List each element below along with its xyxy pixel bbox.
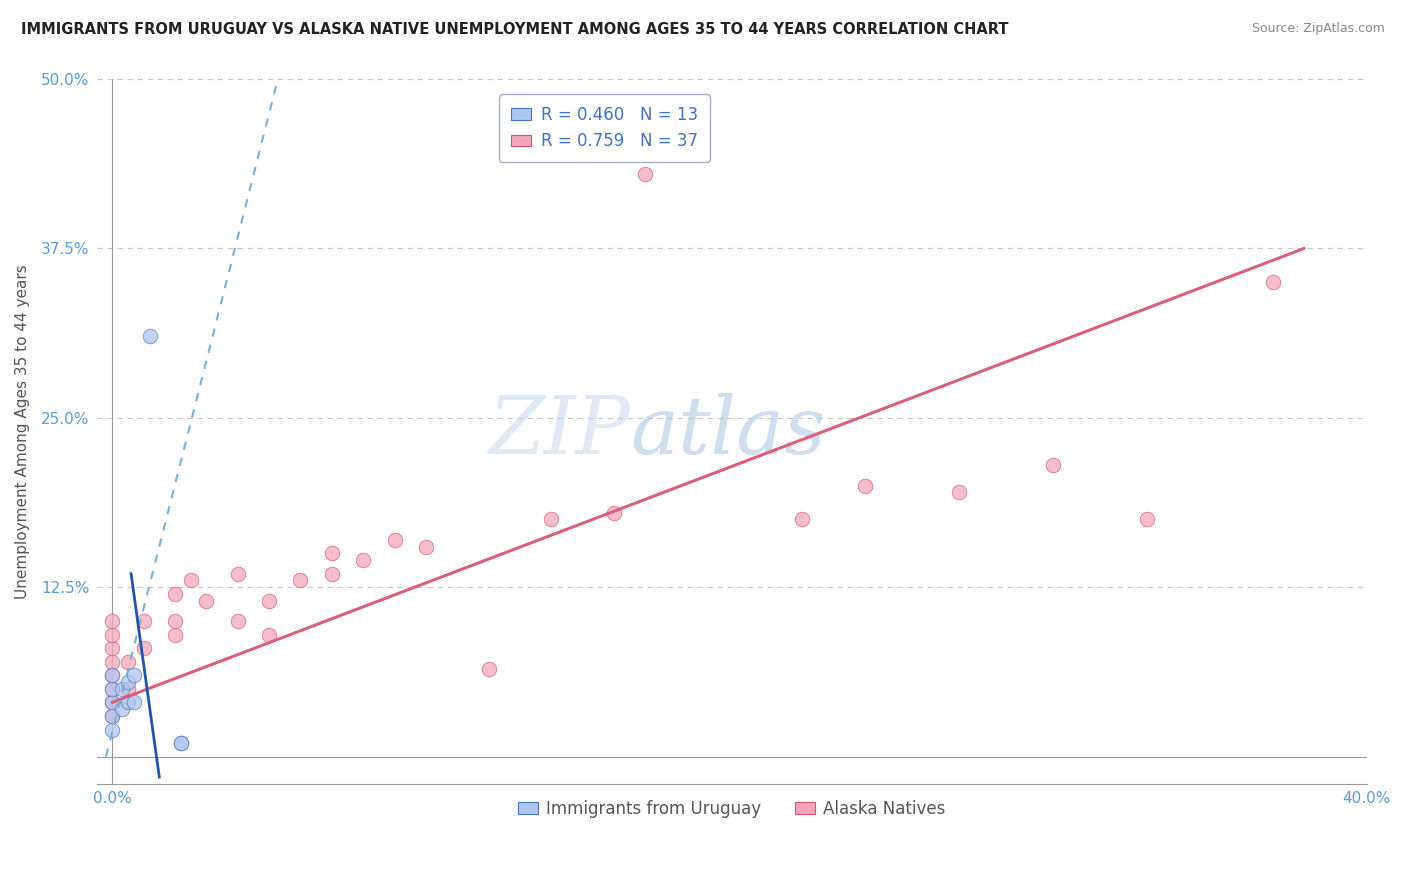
Point <box>117 655 139 669</box>
Point <box>132 614 155 628</box>
Text: atlas: atlas <box>630 392 825 470</box>
Point <box>101 668 124 682</box>
Point <box>290 574 312 588</box>
Point <box>122 668 145 682</box>
Point <box>163 614 186 628</box>
Point <box>117 681 139 696</box>
Point <box>321 566 343 581</box>
Point <box>195 594 218 608</box>
Text: ZIP: ZIP <box>488 392 630 470</box>
Point <box>384 533 406 547</box>
Point <box>180 574 202 588</box>
Point <box>139 329 162 343</box>
Point <box>117 675 139 690</box>
Point <box>634 167 657 181</box>
Point <box>853 478 876 492</box>
Point <box>117 695 139 709</box>
Text: Source: ZipAtlas.com: Source: ZipAtlas.com <box>1251 22 1385 36</box>
Point <box>101 709 124 723</box>
Point <box>1136 512 1159 526</box>
Point <box>101 614 124 628</box>
Point <box>478 661 501 675</box>
Point <box>948 485 970 500</box>
Point <box>163 627 186 641</box>
Point <box>257 594 280 608</box>
Point <box>163 587 186 601</box>
Point <box>603 506 626 520</box>
Point <box>540 512 562 526</box>
Point <box>257 627 280 641</box>
Point <box>101 695 124 709</box>
Point <box>111 681 134 696</box>
Point <box>415 540 437 554</box>
Point <box>792 512 814 526</box>
Point <box>122 695 145 709</box>
Point <box>170 736 193 750</box>
Point <box>101 695 124 709</box>
Point <box>321 546 343 560</box>
Point <box>101 709 124 723</box>
Point <box>101 627 124 641</box>
Point <box>101 681 124 696</box>
Point <box>101 668 124 682</box>
Point <box>101 655 124 669</box>
Point <box>226 614 249 628</box>
Legend: Immigrants from Uruguay, Alaska Natives: Immigrants from Uruguay, Alaska Natives <box>512 793 952 825</box>
Point <box>101 723 124 737</box>
Point <box>101 681 124 696</box>
Point <box>101 641 124 656</box>
Y-axis label: Unemployment Among Ages 35 to 44 years: Unemployment Among Ages 35 to 44 years <box>15 264 30 599</box>
Point <box>1042 458 1064 473</box>
Point <box>132 641 155 656</box>
Point <box>111 702 134 716</box>
Point <box>352 553 374 567</box>
Point <box>1261 275 1284 289</box>
Point <box>226 566 249 581</box>
Text: IMMIGRANTS FROM URUGUAY VS ALASKA NATIVE UNEMPLOYMENT AMONG AGES 35 TO 44 YEARS : IMMIGRANTS FROM URUGUAY VS ALASKA NATIVE… <box>21 22 1008 37</box>
Point <box>170 736 193 750</box>
